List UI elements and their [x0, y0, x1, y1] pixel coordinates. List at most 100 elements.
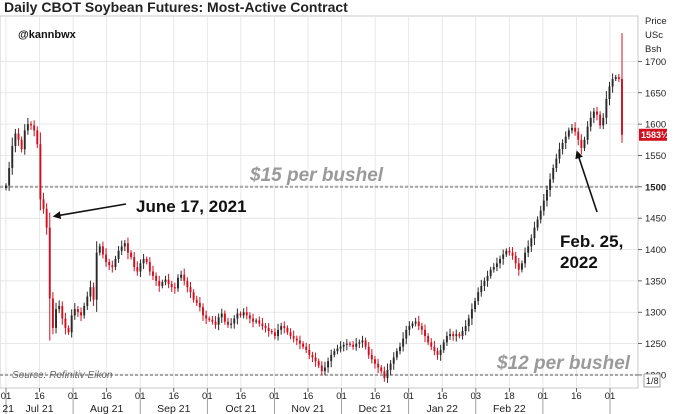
candle-body — [489, 269, 492, 276]
x-axis: 01160116011601160116011601160318011601Ju… — [0, 388, 615, 414]
candle-body — [474, 300, 476, 310]
candle-body — [348, 343, 351, 345]
candle-body — [198, 302, 201, 308]
candle-body — [574, 127, 577, 132]
candle-body — [136, 267, 139, 272]
candle-body — [386, 369, 389, 379]
candle-body — [483, 280, 486, 286]
candle-body — [139, 263, 142, 272]
candle-body — [314, 357, 317, 362]
candle-body — [64, 318, 67, 328]
candle-body — [208, 318, 211, 320]
candle-body — [327, 361, 330, 368]
candle-body — [577, 131, 580, 140]
candle-body — [508, 250, 511, 253]
candle-body — [280, 326, 283, 330]
candle-body — [158, 280, 161, 286]
candle-body — [236, 313, 239, 319]
candle-body — [355, 343, 358, 347]
candle-body — [430, 342, 433, 347]
annotation-feb-25-line-2: 2022 — [560, 253, 598, 272]
candle-body — [599, 114, 602, 126]
candle-body — [220, 313, 223, 318]
candle-body — [320, 365, 323, 372]
candle-body — [514, 255, 517, 264]
candle-body — [342, 344, 345, 347]
candle-body — [486, 275, 489, 281]
candle-body — [302, 343, 305, 347]
annotation-feb-25-line-1: Feb. 25, — [560, 232, 623, 251]
candle-body — [58, 305, 61, 310]
candle-body — [211, 319, 214, 322]
candle-body — [411, 323, 414, 327]
last-price-badge: 1583¼ — [639, 128, 670, 141]
candle-body — [533, 227, 536, 239]
candle-body — [95, 252, 98, 300]
candle-body — [567, 130, 570, 137]
candle-body — [120, 246, 123, 251]
candle-body — [17, 133, 20, 140]
candle-body — [614, 77, 617, 79]
candle-body — [345, 343, 348, 345]
candle-body — [86, 296, 89, 306]
candle-body — [495, 263, 498, 268]
candle-body — [445, 336, 448, 343]
annotations: June 17, 2021 Feb. 25, 2022 — [52, 150, 623, 272]
candle-body — [583, 139, 586, 148]
candle-body — [477, 292, 480, 301]
candle-body — [602, 117, 605, 126]
candle-body — [89, 287, 92, 297]
candle-body — [45, 208, 48, 228]
candle-body — [101, 246, 104, 255]
candle-body — [427, 336, 430, 343]
candle-body — [230, 323, 233, 325]
candle-body — [420, 326, 423, 330]
candle-body — [383, 371, 386, 379]
candle-body — [80, 312, 83, 316]
x-tick-label: 16 — [370, 391, 381, 402]
x-tick-label: 18 — [504, 391, 515, 402]
candle-body — [70, 315, 73, 333]
y-tick-label: 1400 — [645, 245, 666, 256]
candle-body — [399, 346, 401, 352]
candle-body — [98, 246, 101, 253]
candle-body — [39, 144, 42, 200]
candle-body — [217, 317, 220, 325]
candle-body — [202, 307, 204, 316]
month-label: Oct 21 — [225, 403, 256, 414]
y-axis-unit-label: Price USc Bsh — [645, 16, 667, 55]
candle-body — [255, 320, 258, 322]
candle-body — [30, 124, 32, 126]
candle-body — [83, 305, 86, 316]
candle-body — [433, 346, 436, 352]
candle-body — [289, 332, 292, 337]
candle-body — [227, 321, 229, 325]
candle-body — [108, 262, 111, 266]
x-tick-label: 16 — [437, 391, 448, 402]
month-label: Jul 21 — [26, 403, 54, 414]
candle-body — [436, 351, 439, 355]
scale-label: 1/8 — [646, 376, 659, 386]
candle-body — [505, 250, 508, 255]
candle-body — [170, 284, 173, 288]
candle-body — [527, 246, 530, 253]
candle-body — [180, 274, 183, 278]
candle-body — [133, 257, 136, 268]
candle-body — [239, 313, 242, 316]
annotation-june-17: June 17, 2021 — [136, 197, 247, 216]
candle-body — [480, 285, 483, 293]
candle-body — [61, 305, 64, 319]
y-tick-label: 1250 — [645, 339, 666, 350]
candle-body — [380, 367, 383, 372]
candle-body — [511, 252, 514, 256]
candle-body — [20, 139, 23, 150]
candle-body — [167, 279, 170, 285]
y-tick-label: 1350 — [645, 276, 666, 287]
candle-body — [361, 340, 364, 343]
y-tick-label: 1450 — [645, 214, 666, 225]
annotation-arrow — [575, 150, 598, 213]
candle-body — [286, 327, 289, 333]
candle-body — [389, 363, 392, 370]
candle-body — [76, 309, 79, 313]
y-unit-line-2: USc — [645, 30, 663, 41]
